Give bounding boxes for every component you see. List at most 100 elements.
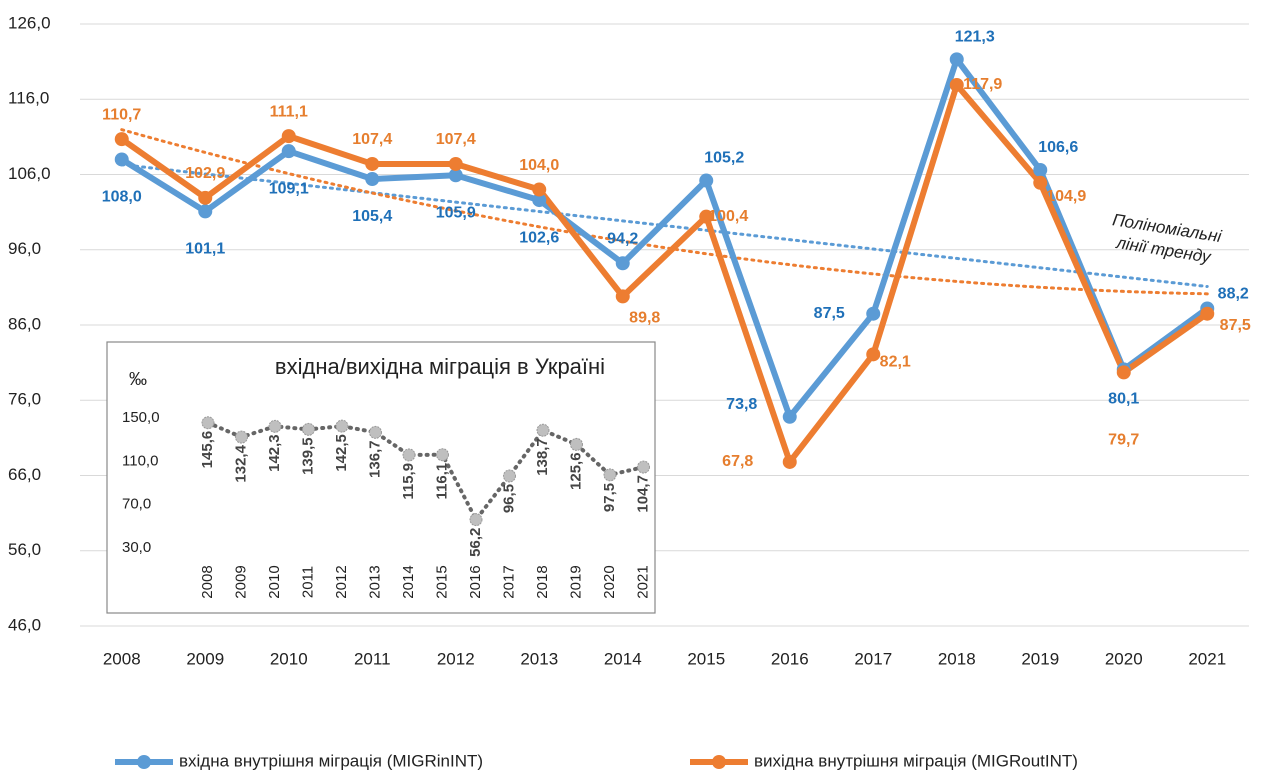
value-label: 88,2 — [1218, 286, 1249, 303]
inset-value-label: 132,4 — [232, 444, 249, 482]
inset-value-label: 115,9 — [400, 463, 417, 500]
point — [699, 209, 714, 224]
inset-x-tick-label: 2017 — [500, 565, 517, 598]
inset-point — [302, 422, 315, 436]
inset-value-label: 125,6 — [567, 452, 584, 490]
legend-label: вихідна внутрішня міграція (MIGRoutINT) — [754, 751, 1078, 770]
point — [615, 289, 630, 304]
value-label: 111,1 — [270, 103, 308, 120]
lines: 108,0 101,1 109,1 105,4 105,9 102,6 94,2 105,2 7… — [102, 29, 1251, 471]
point — [281, 144, 296, 159]
value-label: 102,6 — [519, 229, 559, 246]
point — [949, 77, 964, 92]
inset-x-tick-label: 2014 — [400, 565, 417, 598]
inset-x-tick-label: 2019 — [567, 565, 584, 598]
x-tick-label: 2012 — [437, 649, 475, 668]
value-label: 110,7 — [102, 106, 141, 123]
x-tick-label: 2014 — [604, 649, 642, 668]
inset-value-label: 139,5 — [299, 437, 316, 475]
inset-point — [268, 419, 282, 433]
value-label: 102,9 — [185, 165, 225, 182]
inset-value-label: 104,7 — [634, 475, 651, 513]
value-label: 105,9 — [436, 204, 476, 221]
x-tick-label: 2009 — [186, 649, 224, 668]
inset-x-tick-label: 2009 — [232, 565, 249, 598]
point — [198, 190, 213, 205]
inset-x-tick-label: 2021 — [634, 565, 651, 598]
point — [615, 256, 630, 271]
value-label: 121,3 — [955, 29, 995, 46]
point — [448, 156, 463, 171]
value-label: 87,5 — [1220, 317, 1251, 334]
inset-x-tick-label: 2011 — [299, 566, 316, 598]
inset-point — [603, 468, 617, 482]
point — [949, 52, 964, 67]
x-tick-label: 2016 — [771, 649, 809, 668]
inset-frame — [106, 341, 656, 614]
x-tick-label: 2010 — [270, 649, 308, 668]
inset-point — [436, 448, 449, 462]
point — [1033, 162, 1048, 177]
value-label: 104,9 — [1046, 188, 1086, 205]
value-label: 117,9 — [963, 76, 1002, 93]
grid: 46,0 56,0 66,0 76,0 86,0 96,0 106,0 116,0 126,0 2… — [8, 13, 1249, 668]
value-label: 100,4 — [708, 208, 748, 225]
value-label: 89,8 — [629, 310, 660, 327]
point — [782, 454, 797, 469]
value-label: 108,0 — [102, 189, 142, 206]
y-tick-label: 96,0 — [8, 239, 41, 258]
x-tick-label: 2020 — [1105, 649, 1143, 668]
legend-label: вхідна внутрішня міграція (MIGRinINT) — [179, 751, 483, 770]
inset-x-tick-label: 2010 — [266, 565, 283, 598]
trend-line — [120, 128, 1209, 296]
value-label: 67,8 — [722, 453, 753, 470]
value-label: 101,1 — [185, 241, 225, 258]
y-tick-label: 106,0 — [8, 164, 51, 183]
value-label: 105,4 — [352, 208, 392, 225]
inset-value-label: 145,6 — [199, 431, 216, 469]
inset-point — [235, 430, 248, 444]
point — [1200, 306, 1215, 321]
y-tick-label: 56,0 — [8, 540, 41, 559]
value-label: 87,5 — [814, 305, 845, 322]
inset-point — [335, 419, 349, 433]
x-tick-label: 2008 — [103, 649, 141, 668]
inset-value-label: 96,5 — [500, 484, 517, 513]
inset-y-tick-label: 70,0 — [122, 496, 151, 513]
inset-title: вхідна/вихідна міграція в Україні — [275, 354, 605, 379]
inset-value-label: 142,3 — [266, 434, 283, 472]
point — [448, 168, 463, 183]
inset-x-tick-label: 2020 — [601, 565, 618, 598]
inset-value-label: 136,7 — [366, 440, 383, 478]
point — [114, 132, 129, 147]
x-tick-label: 2018 — [938, 649, 976, 668]
inset-x-tick-label: 2015 — [433, 565, 450, 598]
x-tick-label: 2015 — [687, 649, 725, 668]
inset-x-tick-label: 2018 — [534, 565, 551, 598]
inset-y-tick-label: 110,0 — [122, 452, 158, 469]
y-tick-label: 46,0 — [8, 615, 41, 634]
y-tick-label: 66,0 — [8, 465, 41, 484]
annotation: Поліноміальні лінії тренду — [1111, 210, 1224, 267]
value-label: 73,8 — [726, 396, 757, 413]
inset-point — [570, 437, 583, 451]
point — [1033, 175, 1048, 190]
inset-x-tick-label: 2008 — [199, 565, 216, 598]
value-label: 105,2 — [704, 150, 744, 167]
inset-x-tick-label: 2012 — [333, 565, 350, 598]
point — [1116, 365, 1131, 380]
value-label: 107,4 — [352, 131, 392, 148]
point — [866, 347, 881, 362]
x-tick-label: 2021 — [1188, 649, 1226, 668]
y-tick-label: 126,0 — [8, 13, 51, 32]
point — [866, 306, 881, 321]
value-label: 79,7 — [1108, 432, 1139, 449]
series-line — [120, 81, 1209, 465]
inset-y-tick-label: 150,0 — [122, 409, 160, 426]
point — [281, 129, 296, 144]
series-line — [120, 56, 1210, 420]
inset-value-label: 116,1 — [433, 463, 450, 500]
y-tick-label: 116,0 — [8, 89, 49, 108]
inset-point — [503, 469, 516, 483]
